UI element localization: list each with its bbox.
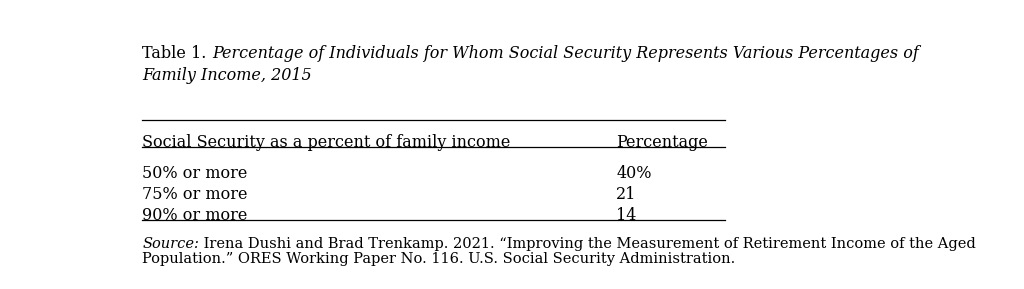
Text: 75% or more: 75% or more bbox=[142, 186, 248, 203]
Text: Percentage: Percentage bbox=[616, 134, 708, 151]
Text: 21: 21 bbox=[616, 186, 637, 203]
Text: 14: 14 bbox=[616, 207, 637, 224]
Text: 50% or more: 50% or more bbox=[142, 165, 248, 182]
Text: Source:: Source: bbox=[142, 237, 199, 251]
Text: 40%: 40% bbox=[616, 165, 651, 182]
Text: 90% or more: 90% or more bbox=[142, 207, 248, 224]
Text: Percentage of Individuals for Whom Social Security Represents Various Percentage: Percentage of Individuals for Whom Socia… bbox=[212, 45, 919, 62]
Text: Table 1.: Table 1. bbox=[142, 45, 212, 62]
Text: Population.” ORES Working Paper No. 116. U.S. Social Security Administration.: Population.” ORES Working Paper No. 116.… bbox=[142, 252, 735, 266]
Text: Family Income, 2015: Family Income, 2015 bbox=[142, 67, 312, 84]
Text: Social Security as a percent of family income: Social Security as a percent of family i… bbox=[142, 134, 511, 151]
Text: Irena Dushi and Brad Trenkamp. 2021. “Improving the Measurement of Retirement In: Irena Dushi and Brad Trenkamp. 2021. “Im… bbox=[199, 237, 976, 251]
